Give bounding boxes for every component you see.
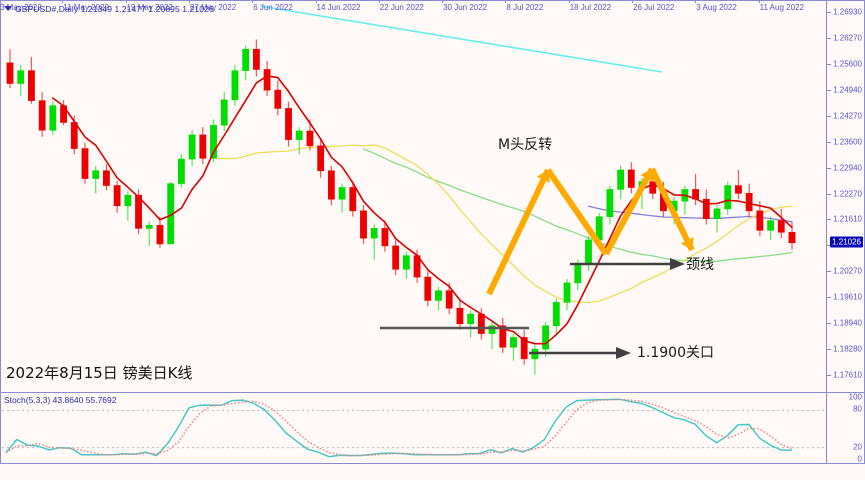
- time-axis-label: 6 Jun 2022: [253, 3, 293, 12]
- price-axis-tick: [827, 297, 831, 299]
- current-price-badge[interactable]: 1.21026: [830, 236, 863, 248]
- price-axis-label: 1.20270: [833, 266, 862, 276]
- price-axis-tick: [827, 89, 831, 91]
- trendline-cyan[interactable]: [259, 5, 663, 73]
- neckline-arrow[interactable]: [570, 258, 685, 270]
- time-axis-tick: [632, 0, 633, 3]
- price-axis-tick: [827, 323, 831, 325]
- price-axis-tick: [827, 167, 831, 169]
- price-axis-label: 1.18940: [833, 318, 862, 328]
- symbol-quote-bar: GBPUSD#,Daily 1.21349 1.21477 1.20895 1.…: [4, 4, 214, 14]
- time-axis-tick: [378, 0, 380, 3]
- price-axis-tick: [827, 375, 831, 376]
- time-axis-label: 3 May 2022: [0, 3, 42, 12]
- stochastic-pane[interactable]: Stoch(5,3,3) 43.8640 55.7692 100 80 20 0: [0, 392, 865, 464]
- time-axis-label: 14 Jun 2022: [316, 3, 361, 12]
- support-level-line[interactable]: [380, 326, 631, 359]
- chart-caption: 2022年8月15日 镑美日K线: [6, 364, 193, 382]
- price-plot-area[interactable]: [2, 2, 826, 391]
- price-axis-label: 1.18280: [833, 344, 862, 354]
- annotation-m-pattern: M头反转: [498, 137, 553, 153]
- stochastic-axis: 100 80 20 0: [826, 392, 864, 464]
- price-axis-label: 1.24940: [833, 85, 862, 95]
- price-axis-label: 1.19610: [833, 292, 862, 302]
- price-axis-tick: [827, 141, 831, 143]
- time-axis-label: 26 Jul 2022: [633, 3, 675, 12]
- stochastic-axis-label: 80: [853, 404, 862, 414]
- time-axis-label: 3 Aug 2022: [696, 3, 737, 12]
- time-axis-label: 11 May 2022: [63, 3, 109, 12]
- price-series-svg: [6, 5, 796, 375]
- price-axis-tick: [827, 115, 831, 117]
- time-axis-tick: [442, 0, 444, 3]
- stochastic-title: Stoch(5,3,3) 43.8640 55.7692: [4, 395, 117, 405]
- price-axis-label: 1.22940: [833, 163, 862, 173]
- m-pattern-drawing[interactable]: [486, 167, 695, 296]
- price-axis-label: 1.26930: [833, 7, 862, 17]
- annotation-neckline: 颈线: [686, 257, 714, 273]
- stochastic-d-line: [5, 398, 793, 457]
- time-axis-tick: [505, 0, 507, 3]
- time-axis-tick: [315, 0, 317, 3]
- time-axis-label: 11 Aug 2022: [759, 3, 804, 12]
- time-axis-label: 22 Jun 2022: [379, 3, 424, 12]
- time-axis-tick: [188, 0, 190, 3]
- annotation-key-level: 1.1900关口: [637, 345, 714, 361]
- ma-yellow-line: [212, 144, 793, 304]
- stochastic-axis-label: 20: [853, 442, 862, 452]
- time-axis-label: 19 May 2022: [126, 3, 173, 12]
- ma-red-line: [51, 75, 793, 345]
- price-axis-tick: [827, 12, 831, 13]
- time-axis-tick: [252, 0, 254, 3]
- price-axis-label: 1.21610: [833, 214, 862, 224]
- time-axis-tick: [125, 0, 127, 3]
- price-axis-label: 1.25600: [833, 59, 862, 69]
- caret-down-icon[interactable]: [4, 6, 12, 11]
- price-axis-tick: [827, 193, 831, 195]
- price-axis-label: 1.17610: [833, 370, 862, 380]
- time-axis-tick: [62, 0, 64, 3]
- price-axis-tick: [827, 349, 831, 351]
- stochastic-series-svg: [2, 398, 826, 458]
- time-axis-tick: [695, 0, 697, 3]
- candlestick-series: [6, 39, 796, 375]
- stochastic-plot-area[interactable]: [2, 394, 826, 462]
- price-axis-tick: [827, 245, 831, 247]
- price-axis-tick: [827, 63, 831, 65]
- quote-text: GBPUSD#,Daily 1.21349 1.21477 1.20895 1.…: [15, 4, 214, 14]
- price-chart-pane[interactable]: GBPUSD#,Daily 1.21349 1.21477 1.20895 1.…: [0, 0, 865, 392]
- price-axis-tick: [827, 37, 831, 39]
- stochastic-axis-label: 0: [857, 454, 862, 464]
- time-axis-label: 30 Jun 2022: [443, 3, 488, 12]
- time-axis-tick: [758, 0, 760, 3]
- price-axis[interactable]: 1.26930 1.26270 1.25600 1.24940 1.24270 1.236…: [826, 1, 864, 392]
- price-axis-tick: [827, 219, 831, 221]
- price-axis-label: 1.24270: [833, 111, 862, 121]
- time-axis-label: 18 Jul 2022: [569, 3, 612, 12]
- time-axis-label: 8 Jul 2022: [506, 3, 544, 12]
- price-axis-label: 1.22270: [833, 189, 862, 198]
- time-axis-label: 27 May 2022: [189, 3, 237, 12]
- price-axis-label: 1.26270: [833, 33, 862, 43]
- price-axis-tick: [827, 271, 831, 273]
- time-axis-tick: [568, 0, 570, 3]
- price-axis-label: 1.23600: [833, 137, 862, 147]
- stochastic-axis-label: 100: [848, 392, 862, 402]
